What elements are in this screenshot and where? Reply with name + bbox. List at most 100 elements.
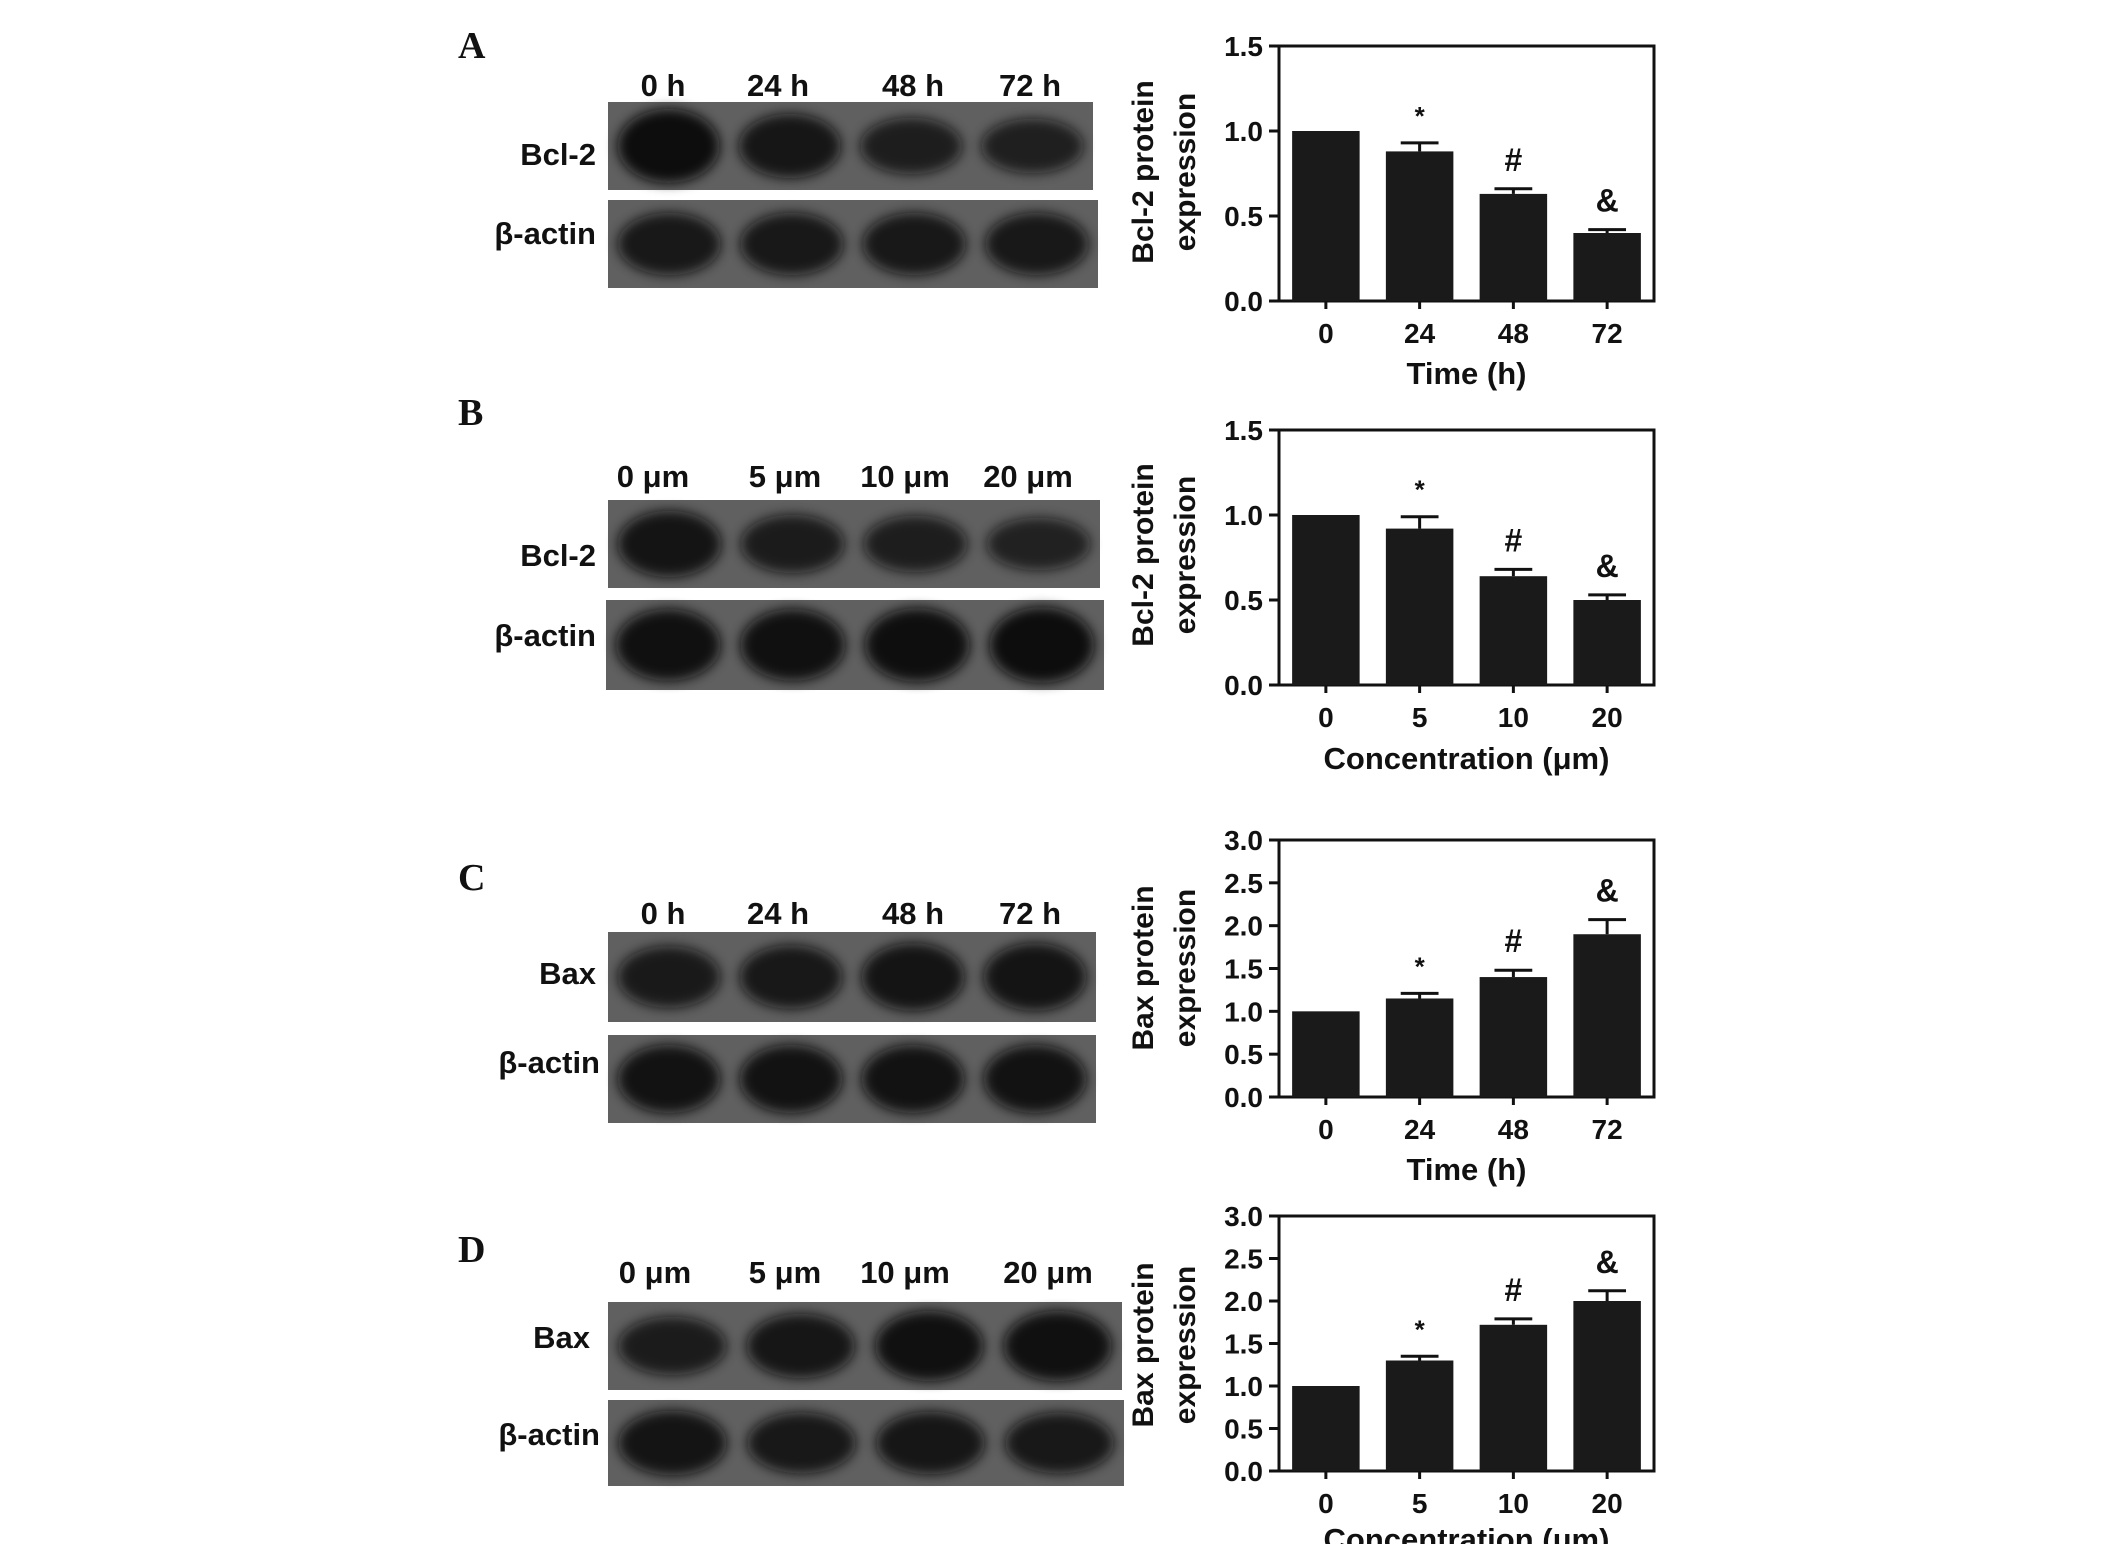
- blot-row-label: Bcl-2: [520, 538, 596, 573]
- significance-mark: *: [1415, 475, 1426, 505]
- blot-band: [862, 212, 966, 276]
- significance-mark: &: [1596, 873, 1619, 909]
- blot-band: [615, 609, 721, 681]
- y-axis-label-line: Bcl-2 protein: [1127, 80, 1160, 263]
- blot-band: [864, 608, 970, 682]
- blot-band: [738, 113, 841, 179]
- bar-chart: 0.0 0.5 1.0 1.5 2.0 2.5 3.0 0 * 5 #10 & 20 Concentrat…: [1127, 1201, 1656, 1549]
- panels-layer: A 0 h 24 h 48 h 72 h Bcl-2 β-actin 0.0 0.5 1.0 1.5…: [458, 25, 1656, 1549]
- blot-band: [861, 1044, 965, 1114]
- plot-frame: [1277, 428, 1656, 687]
- lane-label: 0 h: [641, 68, 686, 103]
- y-axis-label-line: Bcl-2 protein: [1127, 463, 1160, 646]
- lane-label: 10 μm: [860, 1255, 950, 1290]
- x-tick-label: 0: [1318, 702, 1334, 733]
- blot-band: [1005, 1412, 1114, 1474]
- lane-label: 24 h: [747, 896, 809, 931]
- bar: [1385, 528, 1454, 685]
- y-tick-label: 1.0: [1224, 116, 1263, 147]
- blot-band: [746, 1313, 855, 1379]
- bar: [1479, 977, 1548, 1097]
- lane-label: 0 h: [641, 896, 686, 931]
- x-axis-label: Concentration (μm): [1324, 741, 1610, 776]
- blot-band: [985, 212, 1089, 276]
- bar: [1385, 151, 1454, 301]
- y-axis-label-line: expression: [1169, 476, 1202, 634]
- blot-band: [739, 1044, 843, 1114]
- bar: [1573, 934, 1641, 1097]
- lane-label: 5 μm: [749, 459, 821, 494]
- lane-label: 72 h: [999, 896, 1061, 931]
- bar-chart: 0.0 0.5 1.0 1.5 0 * 5 #10 & 20 Concentration (μm) B…: [1127, 415, 1656, 776]
- bar: [1385, 1360, 1454, 1471]
- blot-band: [617, 1044, 721, 1114]
- y-tick-label: 0.5: [1224, 1039, 1263, 1070]
- significance-mark: &: [1596, 548, 1619, 584]
- significance-mark: #: [1504, 522, 1522, 558]
- bar: [1479, 193, 1548, 301]
- y-tick-label: 0.0: [1224, 670, 1263, 701]
- lane-label: 72 h: [999, 68, 1061, 103]
- blot-band: [740, 514, 845, 574]
- y-axis-label: Bcl-2 protein expression: [1127, 80, 1202, 263]
- blot-band: [739, 945, 843, 1009]
- panel-d: D 0 μm 5 μm 10 μm 20 μm Bax β-actin 0.0 0.5 1.0 1.…: [458, 1201, 1656, 1549]
- bar: [1292, 515, 1360, 685]
- x-tick-label: 72: [1592, 1114, 1623, 1145]
- blot-band: [618, 1316, 727, 1376]
- blot-band: [740, 212, 844, 276]
- y-axis-label: Bcl-2 protein expression: [1127, 463, 1202, 646]
- bar: [1292, 1011, 1360, 1097]
- lane-label: 20 μm: [1003, 1255, 1093, 1290]
- y-tick-label: 1.0: [1224, 500, 1263, 531]
- bar: [1573, 233, 1641, 301]
- y-tick-label: 0.5: [1224, 585, 1263, 616]
- bar: [1573, 600, 1641, 685]
- x-tick-label: 20: [1592, 702, 1623, 733]
- plot-frame: [1277, 44, 1656, 303]
- bar: [1479, 1324, 1548, 1471]
- blot-row-label: Bcl-2: [520, 137, 596, 172]
- significance-mark: &: [1596, 183, 1619, 219]
- panel-letter: B: [458, 392, 483, 434]
- bar-chart: 0.0 0.5 1.0 1.5 2.0 2.5 3.0 0 * 24 #48 & 72 Time (h) B…: [1127, 825, 1656, 1187]
- x-tick-label: 0: [1318, 1114, 1334, 1145]
- y-axis-label: Bax protein expression: [1127, 885, 1202, 1050]
- blot-band: [863, 515, 968, 573]
- panel-letter: C: [458, 857, 485, 899]
- blot-band: [989, 607, 1095, 683]
- y-axis-label-line: Bax protein: [1127, 1262, 1160, 1427]
- western-blot: 0 μm 5 μm 10 μm 20 μm Bax β-actin: [498, 1255, 1124, 1486]
- blot-row-label: β-actin: [498, 1045, 600, 1080]
- x-tick-label: 0: [1318, 318, 1334, 349]
- lane-label: 24 h: [747, 68, 809, 103]
- panel-b: B 0 μm 5 μm 10 μm 20 μm Bcl-2 β-actin 0.0 0.5 1.0…: [458, 392, 1656, 776]
- blot-band: [983, 1044, 1087, 1114]
- blot-band: [875, 1310, 984, 1382]
- bar-chart: 0.0 0.5 1.0 1.5 0 * 24 #48 & 72 Time (h) Bcl-2 prot…: [1127, 31, 1656, 391]
- western-blot: 0 h 24 h 48 h 72 h Bcl-2 β-actin: [494, 68, 1098, 288]
- lane-label: 0 μm: [619, 1255, 691, 1290]
- lane-label: 48 h: [882, 896, 944, 931]
- blot-band: [747, 1412, 856, 1474]
- significance-mark: &: [1596, 1244, 1619, 1280]
- x-tick-label: 72: [1592, 318, 1623, 349]
- y-axis-label-line: Bax protein: [1127, 885, 1160, 1050]
- y-tick-label: 2.0: [1224, 911, 1263, 942]
- blot-band: [983, 943, 1087, 1011]
- blot-band: [861, 943, 965, 1011]
- blot-band: [1003, 1310, 1112, 1382]
- x-axis-label: Concentration (μm): [1324, 1522, 1610, 1544]
- y-tick-label: 3.0: [1224, 825, 1263, 856]
- blot-row-label: Bax: [539, 956, 597, 991]
- x-tick-label: 24: [1404, 318, 1436, 349]
- bar: [1292, 1386, 1360, 1471]
- y-tick-label: 0.0: [1224, 286, 1263, 317]
- x-tick-label: 24: [1404, 1114, 1436, 1145]
- y-axis-label-line: expression: [1169, 93, 1202, 251]
- x-tick-label: 48: [1498, 1114, 1529, 1145]
- significance-mark: #: [1504, 1272, 1522, 1308]
- y-tick-label: 0.0: [1224, 1456, 1263, 1487]
